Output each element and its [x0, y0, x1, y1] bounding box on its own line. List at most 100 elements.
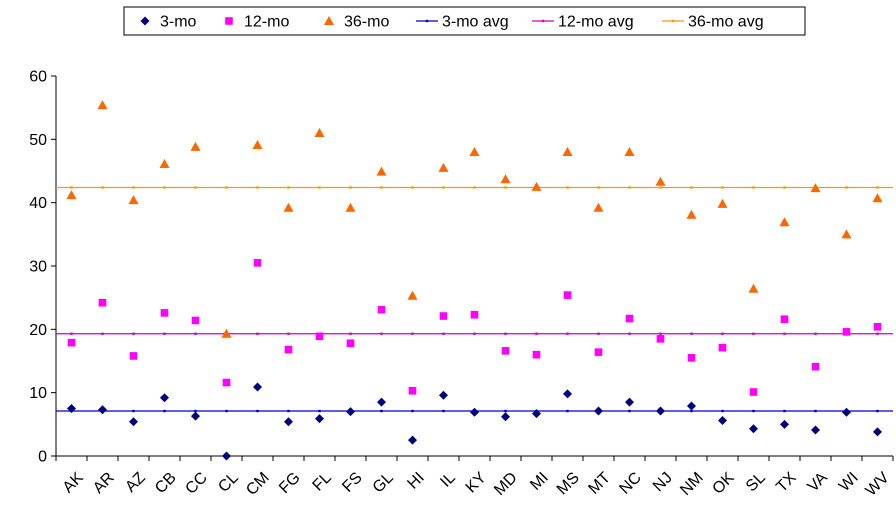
avg-line-point — [721, 186, 724, 189]
x-tick-label: TX — [773, 469, 800, 496]
avg-line-point — [194, 186, 197, 189]
x-tick-label: FL — [310, 469, 335, 494]
data-point — [749, 388, 758, 396]
data-point — [718, 416, 727, 426]
data-point — [408, 435, 417, 445]
y-tick-label: 10 — [29, 385, 47, 402]
avg-line-point — [690, 409, 693, 413]
avg-line-point — [752, 409, 755, 413]
legend-box — [123, 6, 806, 36]
data-point — [439, 312, 448, 320]
legend-label: 36-mo — [344, 14, 389, 31]
data-point — [625, 314, 634, 323]
data-point — [128, 195, 139, 205]
avg-line-point — [442, 186, 445, 189]
y-tick-label: 60 — [29, 69, 47, 86]
average-lines — [56, 186, 893, 413]
data-point — [97, 100, 108, 110]
avg-line-point — [504, 409, 507, 413]
y-tick-label: 20 — [29, 322, 47, 339]
legend-symbol — [425, 19, 429, 23]
avg-line-point — [628, 332, 631, 335]
data-point — [562, 147, 573, 156]
avg-line-point — [287, 186, 290, 189]
x-tick-label: HI — [404, 469, 427, 492]
avg-line-point — [287, 332, 290, 335]
x-tick-label: MD — [491, 469, 521, 499]
x-tick-label: CL — [215, 469, 242, 496]
avg-line-point — [411, 409, 414, 413]
avg-line-point — [318, 186, 321, 189]
avg-line-point — [132, 332, 135, 335]
legend-label: 12-mo — [244, 14, 289, 31]
avg-line-point — [70, 332, 73, 335]
data-point — [810, 183, 821, 193]
x-tick-label: SL — [743, 469, 769, 495]
x-tick-label: VA — [805, 469, 832, 496]
data-point — [717, 198, 728, 208]
avg-line-point — [721, 332, 724, 335]
x-tick-label: FG — [276, 469, 304, 497]
x-tick-label: AR — [90, 469, 118, 497]
x-tick-label: MT — [585, 469, 614, 498]
x-tick-label: FS — [339, 469, 365, 495]
data-point — [98, 405, 107, 415]
avg-line-point — [504, 186, 507, 189]
y-tick-label: 30 — [29, 259, 47, 276]
avg-line-point — [721, 409, 724, 413]
data-point — [469, 147, 480, 156]
data-point — [841, 229, 852, 239]
data-point — [345, 202, 356, 212]
x-tick-label: GL — [370, 469, 397, 496]
data-point — [594, 406, 603, 416]
legend-label: 36-mo avg — [688, 14, 764, 31]
x-tick-label: WI — [836, 469, 862, 495]
avg-line-point — [752, 332, 755, 335]
avg-line-point — [814, 409, 817, 413]
data-point — [98, 298, 107, 307]
data-point — [593, 202, 604, 212]
avg-line-point — [566, 409, 569, 413]
avg-line-point — [225, 186, 228, 189]
data-point — [407, 290, 418, 300]
avg-line-point — [132, 409, 135, 413]
data-point — [222, 451, 231, 461]
avg-line-point — [411, 186, 414, 189]
avg-line-point — [442, 332, 445, 335]
avg-line-point — [287, 409, 290, 413]
data-point — [780, 419, 789, 429]
data-point — [873, 427, 882, 437]
avg-line-point — [876, 186, 879, 189]
data-point — [253, 259, 262, 267]
x-tick-label: NJ — [650, 469, 676, 495]
data-point — [749, 424, 758, 434]
legend-label: 12-mo avg — [558, 14, 634, 31]
legend-symbol — [541, 19, 545, 23]
avg-line-point — [194, 332, 197, 335]
avg-line-point — [256, 332, 259, 335]
legend-symbol — [324, 16, 334, 25]
data-point — [315, 332, 324, 341]
axes: 0 10 20 30 40 50 60 AK AR AZ CB CC CL CM FG FL FS GL HI IL K… — [29, 69, 894, 500]
x-tick-label: OK — [709, 469, 738, 498]
x-tick-label: AZ — [122, 469, 149, 496]
data-point — [191, 411, 200, 421]
avg-line-point — [783, 409, 786, 413]
avg-line-point — [163, 409, 166, 413]
avg-line-point — [225, 409, 228, 413]
data-point — [656, 406, 665, 416]
data-point — [67, 404, 76, 413]
data-point — [501, 412, 510, 422]
avg-line-point — [504, 332, 507, 335]
avg-line-point — [163, 186, 166, 189]
avg-line-point — [256, 186, 259, 189]
data-point — [532, 409, 541, 419]
data-point — [346, 407, 355, 417]
data-point — [283, 202, 294, 212]
avg-line-point — [349, 332, 352, 335]
avg-line-point — [566, 332, 569, 335]
data-point — [500, 174, 511, 184]
data-point — [408, 386, 417, 395]
data-point — [872, 193, 883, 203]
avg-line-point — [349, 186, 352, 189]
